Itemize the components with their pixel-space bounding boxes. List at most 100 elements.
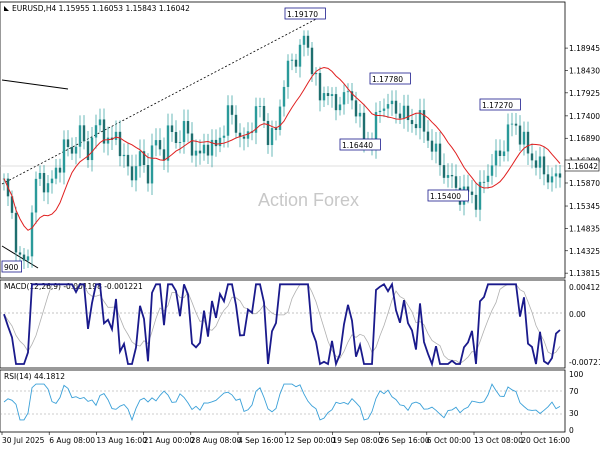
candle-body bbox=[530, 153, 534, 161]
candle-body bbox=[514, 123, 518, 126]
candle-body bbox=[210, 139, 214, 156]
candle-body bbox=[86, 141, 90, 161]
candle-body bbox=[58, 167, 62, 173]
candle-body bbox=[274, 128, 278, 130]
time-tick-label: 12 Sep 00:00 bbox=[285, 436, 335, 445]
candle-body bbox=[302, 35, 306, 45]
macd-tick-label: -0.007216 bbox=[569, 358, 600, 367]
upper-trendline bbox=[1, 79, 69, 90]
price-annotation-label: 1.19170 bbox=[287, 10, 318, 19]
rsi-tick-label: 30 bbox=[569, 409, 579, 418]
candle-body bbox=[114, 131, 118, 140]
price-annotation-label: 1.17270 bbox=[482, 101, 513, 110]
candle-body bbox=[506, 124, 510, 152]
time-tick-label: 13 Oct 08:00 bbox=[474, 436, 523, 445]
candle-body bbox=[554, 173, 558, 177]
candle-body bbox=[342, 92, 346, 105]
candle-body bbox=[90, 137, 94, 161]
rsi-pane-frame bbox=[0, 369, 566, 433]
candle-body bbox=[94, 125, 98, 138]
candle-body bbox=[410, 120, 414, 125]
candle-body bbox=[162, 149, 166, 161]
candle-body bbox=[198, 150, 202, 154]
candle-body bbox=[522, 131, 526, 145]
candle-body bbox=[470, 191, 474, 195]
candle-body bbox=[310, 47, 314, 75]
candle-body bbox=[390, 100, 394, 105]
candle-body bbox=[26, 256, 30, 261]
rsi-line bbox=[3, 383, 561, 422]
candle-body bbox=[466, 186, 470, 192]
candle-body bbox=[298, 44, 302, 67]
candle-body bbox=[38, 173, 42, 179]
candle-body bbox=[378, 110, 382, 113]
candle-body bbox=[234, 114, 238, 133]
candle-body bbox=[242, 136, 246, 139]
candle-body bbox=[190, 133, 194, 156]
candle-body bbox=[118, 131, 122, 157]
candle-body bbox=[154, 140, 158, 146]
candle-body bbox=[62, 139, 66, 173]
candle-body bbox=[526, 131, 530, 154]
time-tick-label: 20 Oct 16:00 bbox=[521, 436, 570, 445]
macd-pane-frame bbox=[0, 279, 566, 369]
time-tick-label: 26 Sep 16:00 bbox=[380, 436, 430, 445]
candle-body bbox=[214, 139, 218, 147]
candle-body bbox=[510, 123, 514, 125]
rsi-axis: 100 70 30 0 bbox=[569, 370, 584, 435]
price-annotations: 1.19170 1.17780 1.16440 1.17270 1.15400 900 bbox=[1, 7, 521, 273]
price-annotation-box bbox=[427, 189, 469, 202]
candle-body bbox=[306, 35, 310, 48]
time-tick-label: 4 Sep 16:00 bbox=[238, 436, 284, 445]
candle-body bbox=[122, 154, 126, 157]
time-tick-label: 19 Sep 08:00 bbox=[332, 436, 382, 445]
candle-body bbox=[314, 73, 318, 75]
candle-body bbox=[282, 86, 286, 107]
candle-body bbox=[346, 91, 350, 93]
candle-body bbox=[194, 150, 198, 156]
time-tick-label: 6 Aug 08:00 bbox=[49, 436, 95, 445]
candle-body bbox=[406, 105, 410, 121]
candle-body bbox=[102, 119, 106, 144]
price-tick-label: 1.17925 bbox=[569, 89, 600, 98]
candle-body bbox=[202, 144, 206, 154]
candle-body bbox=[334, 94, 338, 111]
price-annotation-box bbox=[339, 138, 381, 151]
candle-body bbox=[42, 173, 46, 193]
time-tick-label: 30 Jul 2025 bbox=[2, 436, 45, 445]
candle-body bbox=[438, 143, 442, 166]
price-trendlines bbox=[0, 16, 565, 269]
candle-body bbox=[30, 212, 34, 257]
price-tick-label: 1.14835 bbox=[569, 224, 600, 233]
price-tick-label: 1.16890 bbox=[569, 134, 600, 143]
candle-body bbox=[10, 196, 14, 213]
candle-body bbox=[238, 132, 242, 137]
price-tick-label: 1.17400 bbox=[569, 112, 600, 121]
price-tick-label: 1.18945 bbox=[569, 44, 600, 53]
candle-body bbox=[414, 124, 418, 129]
price-tick-label: 1.13815 bbox=[569, 269, 600, 278]
candle-body bbox=[14, 212, 18, 253]
candle-body bbox=[422, 110, 426, 132]
candle-body bbox=[454, 176, 458, 188]
candle-body bbox=[542, 156, 546, 175]
candle-body bbox=[206, 144, 210, 156]
rsi-tick-label: 70 bbox=[569, 387, 579, 396]
time-tick-label: 13 Aug 16:00 bbox=[96, 436, 147, 445]
candle-body bbox=[294, 59, 298, 67]
candle-body bbox=[130, 166, 134, 181]
candle-body bbox=[382, 108, 386, 111]
time-tick-label: 6 Oct 00:00 bbox=[427, 436, 471, 445]
candle-body bbox=[82, 125, 86, 142]
candle-body bbox=[398, 113, 402, 119]
macd-tick-label: 0.004128 bbox=[569, 283, 600, 292]
candle-body bbox=[502, 151, 506, 157]
candle-body bbox=[538, 156, 542, 168]
candle-body bbox=[98, 119, 102, 126]
candle-body bbox=[266, 120, 270, 146]
candle-body bbox=[474, 194, 478, 210]
dotted-trendline bbox=[1, 16, 321, 185]
candle-body bbox=[338, 104, 342, 111]
candle-body bbox=[430, 140, 434, 152]
